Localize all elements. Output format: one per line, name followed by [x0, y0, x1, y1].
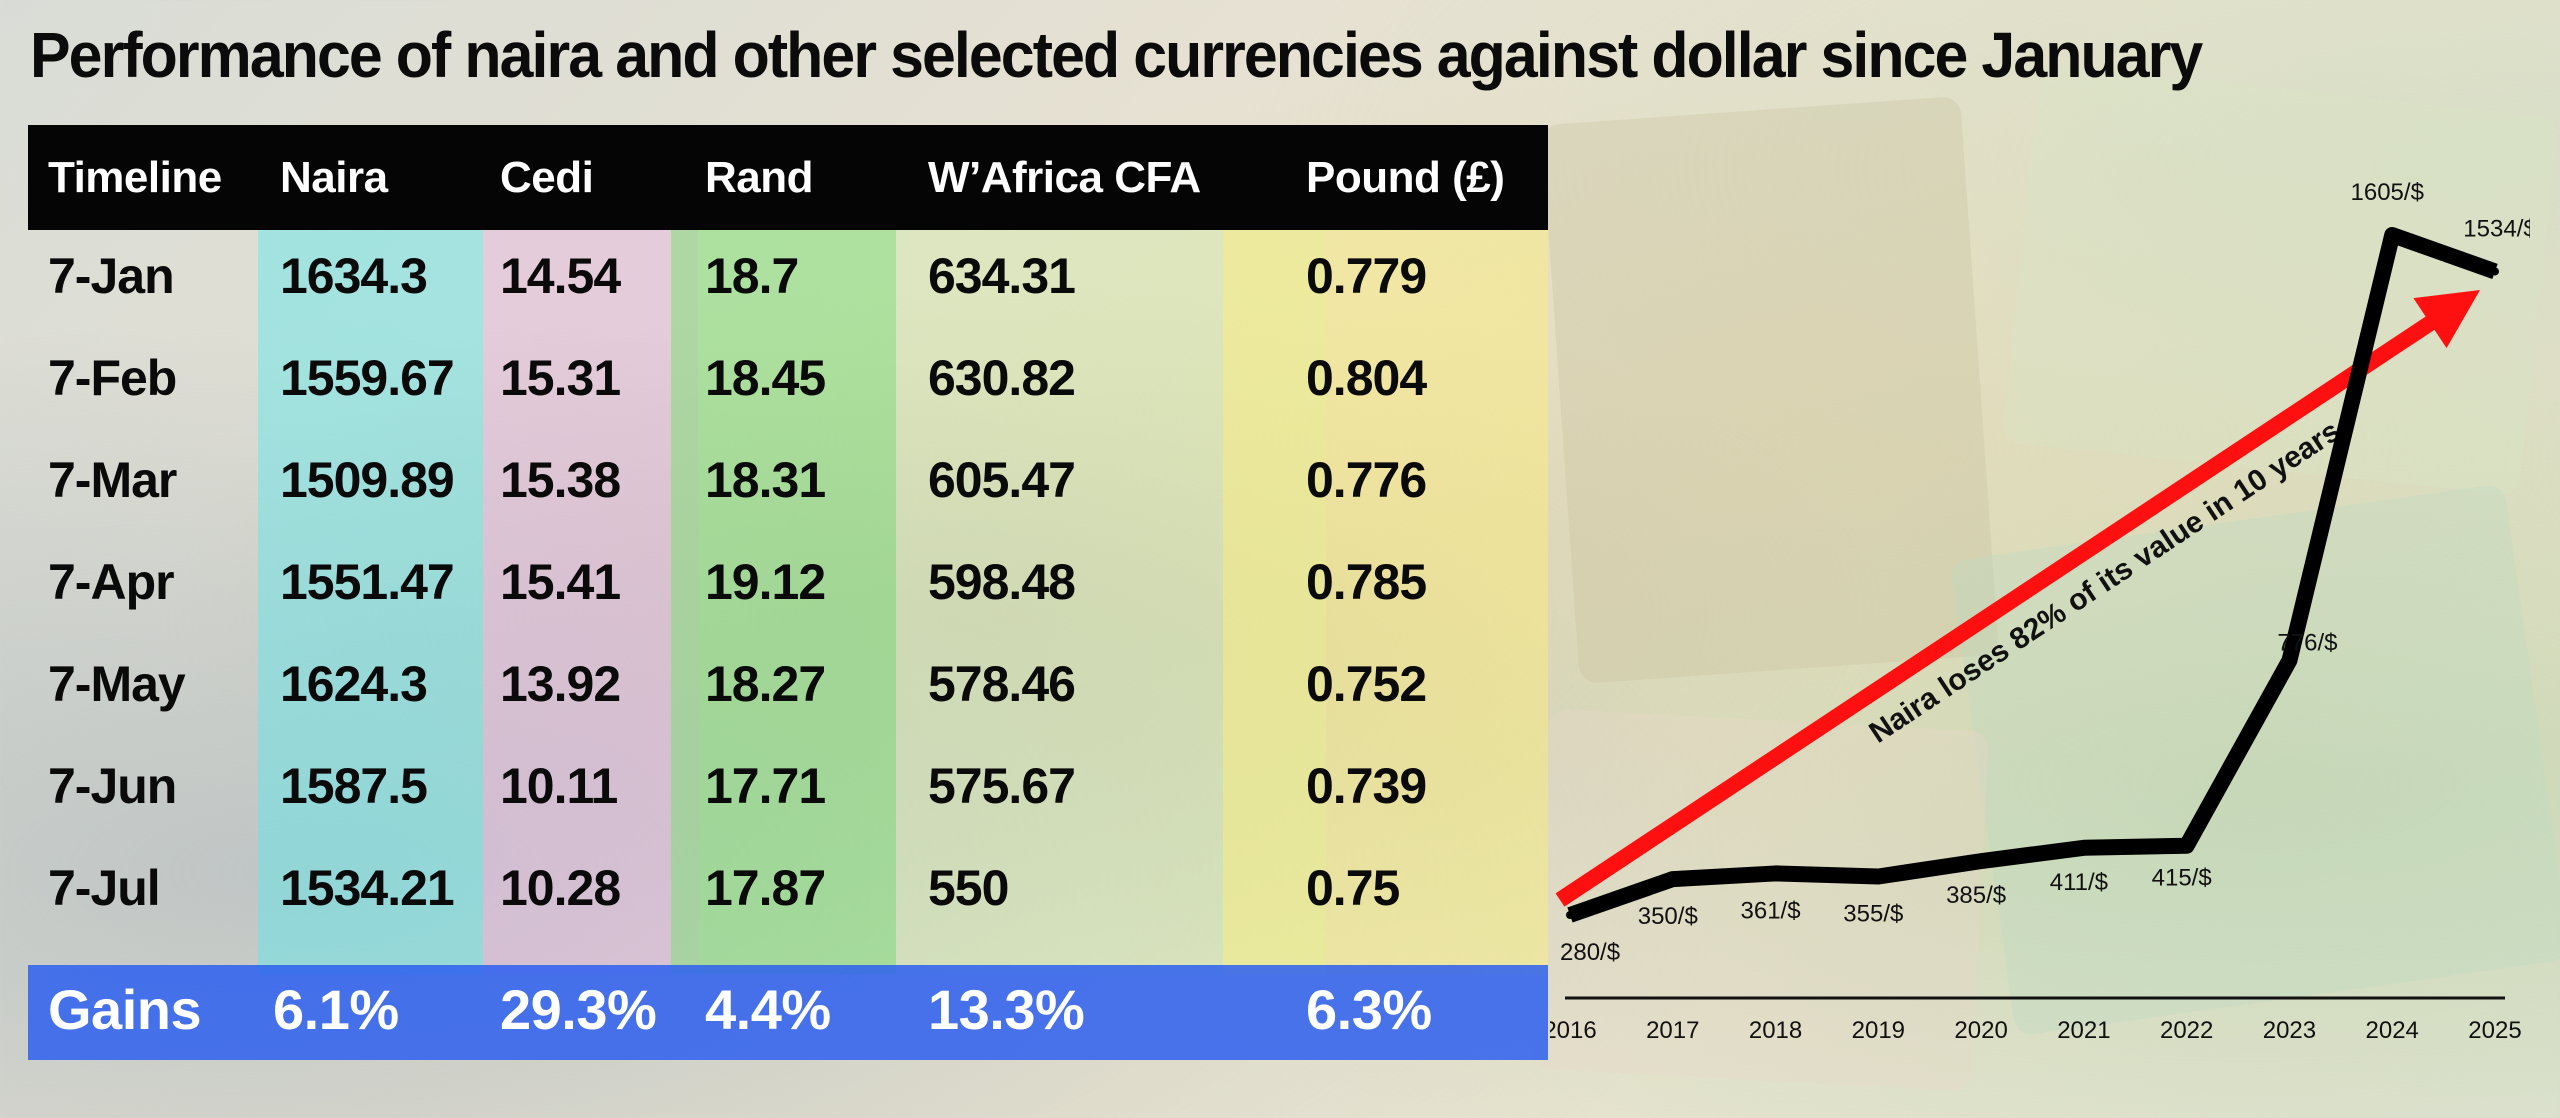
timeline-cell: 7-Apr: [48, 554, 175, 610]
table-cell: 18.7: [705, 248, 799, 304]
table-cell: 0.804: [1306, 350, 1427, 406]
table-cell: 1551.47: [280, 554, 455, 610]
timeline-cell: 7-Jul: [48, 860, 161, 916]
data-label: 776/$: [2277, 629, 2337, 656]
table-cell: 575.67: [928, 758, 1076, 814]
table-cell: 550: [928, 860, 1009, 916]
table-cell: 18.31: [705, 452, 826, 508]
table-cell: 1634.3: [280, 248, 428, 304]
trend-arrowhead: [2413, 290, 2480, 349]
x-tick-label: 2024: [2366, 1017, 2419, 1044]
x-tick-label: 2019: [1852, 1017, 1905, 1044]
x-tick-label: 2018: [1749, 1017, 1802, 1044]
table-cell: 15.31: [500, 350, 621, 406]
table-cell: 1587.5: [280, 758, 428, 814]
data-point: [1977, 857, 1986, 866]
table-cell: 10.28: [500, 860, 621, 916]
x-tick-label: 2016: [1550, 1017, 1597, 1044]
table-cell: 17.71: [705, 758, 826, 814]
gains-value: 6.3%: [1306, 978, 1432, 1041]
column-header: W’Africa CFA: [928, 153, 1201, 202]
table-cell: 13.92: [500, 656, 621, 712]
timeline-cell: 7-Jan: [48, 248, 175, 304]
x-tick-label: 2025: [2468, 1017, 2521, 1044]
gains-value: 6.1%: [273, 978, 399, 1041]
table-cell: 1624.3: [280, 656, 428, 712]
data-label: 415/$: [2152, 865, 2212, 892]
currency-table: Timeline Naira Cedi Rand W’Africa CFA Po…: [28, 125, 1548, 1060]
data-point: [2079, 843, 2088, 852]
table-cell: 578.46: [928, 656, 1076, 712]
table-cell: 14.54: [500, 248, 621, 304]
table-cell: 1509.89: [280, 452, 455, 508]
column-header: Cedi: [500, 153, 594, 202]
data-point: [1566, 911, 1574, 919]
timeline-cell: 7-May: [48, 656, 186, 712]
table-cell: 0.779: [1306, 248, 1427, 304]
column-header: Pound (£): [1306, 153, 1505, 202]
data-label: 350/$: [1638, 903, 1698, 930]
x-tick-label: 2020: [1954, 1017, 2007, 1044]
table-cell: 0.776: [1306, 452, 1427, 508]
page-title: Performance of naira and other selected …: [30, 19, 2203, 91]
data-point: [1668, 875, 1677, 884]
naira-column-band: [258, 230, 483, 975]
naira-trend-chart: Naira loses 82% of its value in 10 years…: [1550, 180, 2530, 1044]
table-cell: 10.11: [500, 758, 618, 814]
table-cell: 1534.21: [280, 860, 455, 916]
x-tick-label: 2023: [2263, 1017, 2316, 1044]
column-header: Naira: [280, 153, 388, 202]
naira-series-line: [1567, 227, 2498, 923]
column-header: Timeline: [48, 153, 222, 202]
table-cell: 0.785: [1306, 554, 1427, 610]
table-cell: 1559.67: [280, 350, 455, 406]
x-tick-label: 2021: [2057, 1017, 2110, 1044]
rand-column-band: [671, 230, 896, 975]
cedi-column-band: [483, 230, 698, 975]
data-point: [2491, 267, 2499, 276]
table-cell: 605.47: [928, 452, 1076, 508]
table-cell: 15.38: [500, 452, 621, 508]
gains-row: Gains 6.1% 29.3% 4.4% 13.3% 6.3%: [28, 965, 1548, 1060]
timeline-cell: 7-Mar: [48, 452, 177, 508]
data-label: 411/$: [2050, 869, 2108, 896]
data-point: [2388, 231, 2397, 239]
timeline-cell: 7-Feb: [48, 350, 177, 406]
trend-arrow-shaft: [1555, 295, 2467, 907]
timeline-cell: 7-Jun: [48, 758, 177, 814]
column-header: Rand: [705, 153, 814, 202]
data-point: [1771, 869, 1780, 878]
cfa-column-band: [896, 230, 1326, 975]
table-cell: 0.739: [1306, 758, 1427, 814]
x-tick-label: 2022: [2160, 1017, 2213, 1044]
gains-value: 13.3%: [928, 978, 1085, 1041]
table-cell: 18.45: [705, 350, 826, 406]
gains-value: 29.3%: [500, 978, 657, 1041]
gains-value: 4.4%: [705, 978, 831, 1041]
table-cell: 15.41: [500, 554, 621, 610]
table-cell: 634.31: [928, 248, 1076, 304]
data-label: 280/$: [1560, 939, 1620, 966]
table-cell: 630.82: [928, 350, 1076, 406]
data-point: [2182, 841, 2191, 850]
table-cell: 19.12: [705, 554, 826, 610]
data-label: 1534/$: [2463, 215, 2530, 242]
table-cell: 0.752: [1306, 656, 1427, 712]
data-label: 385/$: [1946, 882, 2006, 909]
data-point: [1874, 872, 1883, 881]
gains-label: Gains: [48, 978, 202, 1041]
table-header: Timeline Naira Cedi Rand W’Africa CFA Po…: [28, 125, 1548, 230]
data-point: [2285, 656, 2294, 665]
table-cell: 0.75: [1306, 860, 1400, 916]
table-cell: 17.87: [705, 860, 826, 916]
data-label: 1605/$: [2351, 180, 2424, 206]
x-tick-label: 2017: [1646, 1017, 1699, 1044]
table-cell: 18.27: [705, 656, 826, 712]
pound-column-band: [1223, 230, 1548, 975]
data-label: 361/$: [1741, 897, 1801, 924]
data-label: 355/$: [1843, 901, 1903, 928]
table-cell: 598.48: [928, 554, 1076, 610]
